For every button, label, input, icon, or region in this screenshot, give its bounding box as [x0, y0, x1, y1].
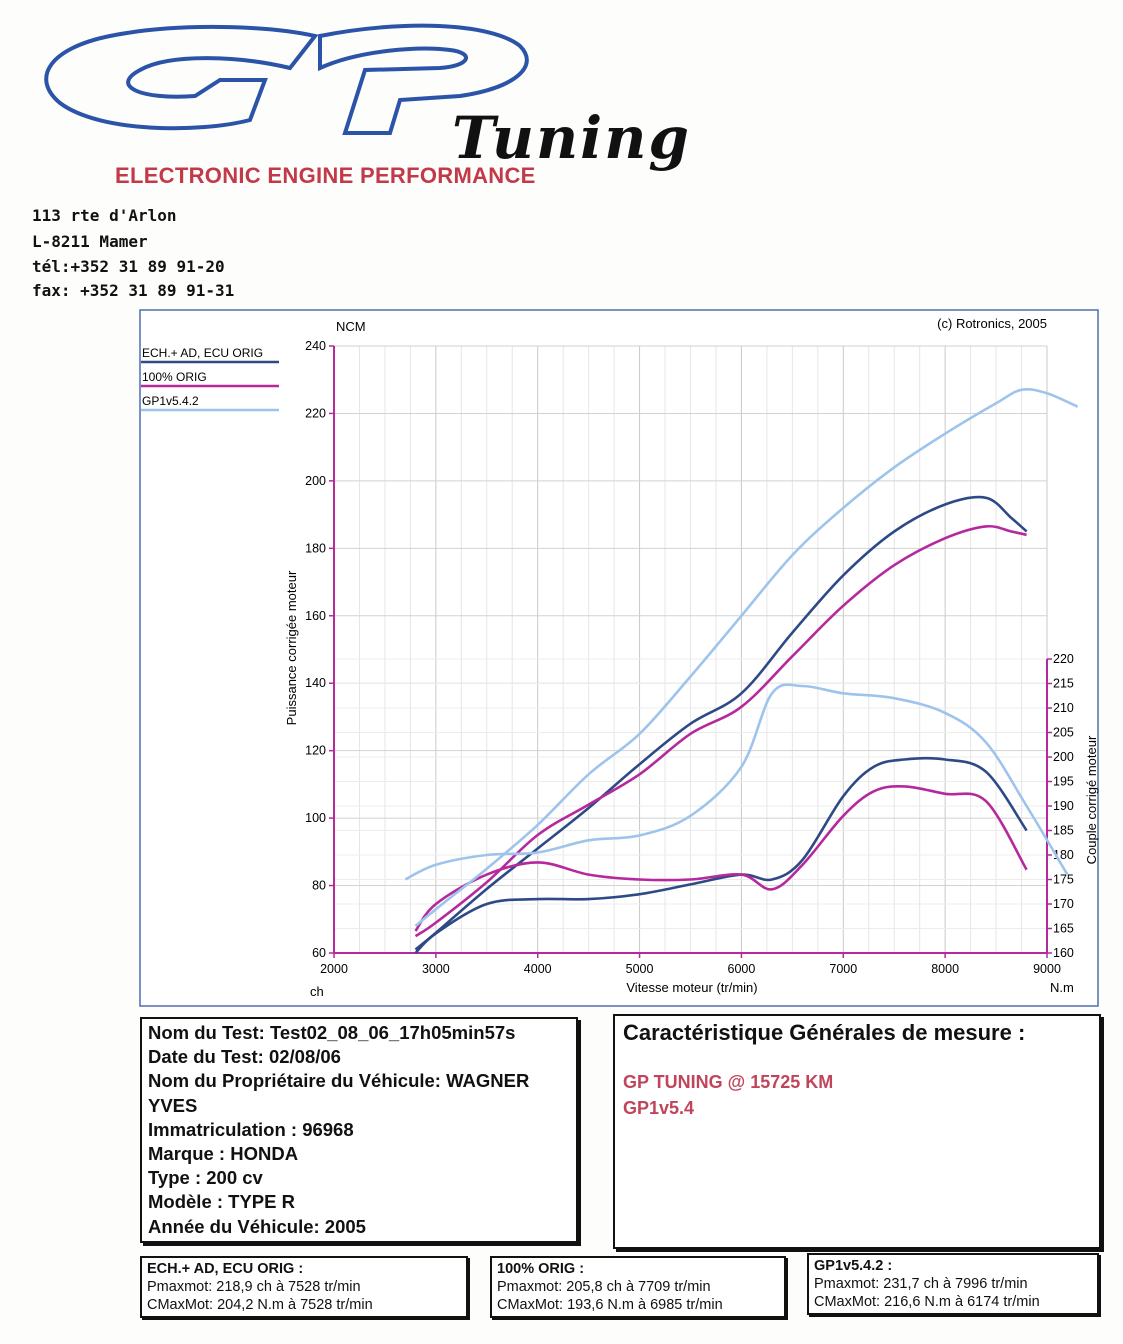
test-name: Nom du Test: Test02_08_06_17h05min57s: [148, 1022, 516, 1043]
y-tick-label-left: 100: [305, 811, 326, 825]
y-tick-label-right: 200: [1053, 750, 1074, 764]
general-line-1: GP TUNING @ 15725 KM: [623, 1072, 834, 1092]
result-torque: CMaxMot: 204,2 N.m à 7528 tr/min: [147, 1297, 373, 1313]
x-tick-label: 2000: [320, 962, 348, 976]
chart-series: [404, 387, 1079, 954]
torque-line-gp1v542: [404, 683, 1069, 881]
y-tick-label-right: 205: [1053, 726, 1074, 740]
y-tick-label-left: 120: [305, 744, 326, 758]
make: Marque : HONDA: [148, 1143, 299, 1165]
result-power: Pmaxmot: 218,9 ch à 7528 tr/min: [147, 1279, 361, 1295]
power-line-gp1v542: [414, 387, 1079, 928]
chart-grid: [333, 345, 1048, 954]
x-tick-label: 4000: [524, 962, 552, 976]
x-axis-label: Vitesse moteur (tr/min): [626, 980, 757, 995]
y-tick-label-right: 160: [1053, 946, 1074, 960]
result-box-ech: ECH.+ AD, ECU ORIG : Pmaxmot: 218,9 ch à…: [140, 1256, 468, 1318]
y-tick-label-left: 220: [305, 406, 326, 420]
y-tick-label-left: 240: [305, 339, 326, 353]
test-date: Date du Test: 02/08/06: [148, 1046, 341, 1068]
result-name: ECH.+ AD, ECU ORIG :: [147, 1261, 304, 1277]
owner-name-cont: YVES: [148, 1094, 198, 1116]
address-line: 113 rte d'Arlon: [32, 206, 177, 225]
chart-title: NCM: [336, 319, 366, 334]
left-unit: ch: [310, 984, 324, 999]
chart-copyright: (c) Rotronics, 2005: [937, 316, 1047, 331]
x-tick-label: 6000: [728, 962, 756, 976]
y-tick-label-right: 215: [1053, 677, 1074, 691]
x-tick-label: 3000: [422, 962, 450, 976]
test-info-box: Nom du Test: Test02_08_06_17h05min57s Da…: [140, 1017, 578, 1243]
y-axis-label-left: Puissance corrigée moteur: [284, 570, 299, 725]
y-tick-label-left: 80: [312, 879, 326, 893]
address-line: L-8211 Mamer: [32, 232, 148, 251]
owner-name: Nom du Propriétaire du Véhicule: WAGNER: [148, 1070, 530, 1092]
chart-legend: ECH.+ AD, ECU ORIG 100% ORIG GP1v5.4.2: [141, 346, 279, 412]
gp-tuning-logo: Tuning: [44, 23, 691, 172]
y-tick-label-left: 200: [305, 474, 326, 488]
general-characteristics-box: Caractéristique Générales de mesure : GP…: [613, 1014, 1101, 1249]
y-tick-label-left: 140: [305, 676, 326, 690]
y-tick-label-right: 195: [1053, 775, 1074, 789]
result-name: 100% ORIG :: [497, 1261, 585, 1277]
x-tick-label: 7000: [829, 962, 857, 976]
y-tick-label-right: 190: [1053, 799, 1074, 813]
gp-logo-mark: [44, 23, 529, 135]
y-tick-label-right: 210: [1053, 701, 1074, 715]
y-tick-label-left: 60: [312, 946, 326, 960]
result-box-gp: GP1v5.4.2 : Pmaxmot: 231,7 ch à 7996 tr/…: [807, 1253, 1099, 1315]
legend-label: ECH.+ AD, ECU ORIG: [142, 346, 263, 360]
x-tick-label: 9000: [1033, 962, 1061, 976]
vehicle-type: Type : 200 cv: [148, 1167, 263, 1189]
chart-frame: [139, 309, 1099, 1007]
y-tick-label-right: 170: [1053, 897, 1074, 911]
legend-label: 100% ORIG: [142, 370, 207, 384]
y-tick-label-left: 160: [305, 609, 326, 623]
result-power: Pmaxmot: 231,7 ch à 7996 tr/min: [814, 1276, 1028, 1292]
result-name: GP1v5.4.2 :: [814, 1258, 893, 1274]
fax-line: fax: +352 31 89 91-31: [32, 281, 235, 300]
y-tick-label-right: 185: [1053, 824, 1074, 838]
y-tick-label-right: 165: [1053, 922, 1074, 936]
y-tick-label-right: 175: [1053, 873, 1074, 887]
result-torque: CMaxMot: 193,6 N.m à 6985 tr/min: [497, 1297, 723, 1313]
phone-line: tél:+352 31 89 91-20: [32, 257, 225, 276]
model: Modèle : TYPE R: [148, 1191, 295, 1213]
general-title: Caractéristique Générales de mesure :: [623, 1020, 1026, 1045]
x-tick-label: 5000: [626, 962, 654, 976]
result-box-orig: 100% ORIG : Pmaxmot: 205,8 ch à 7709 tr/…: [490, 1256, 786, 1318]
general-line-2: GP1v5.4: [623, 1098, 695, 1118]
vehicle-year: Année du Véhicule: 2005: [148, 1215, 366, 1237]
tagline: ELECTRONIC ENGINE PERFORMANCE: [115, 163, 536, 188]
right-unit: N.m: [1050, 980, 1074, 995]
registration: Immatriculation : 96968: [148, 1118, 354, 1140]
y-tick-label-left: 180: [305, 541, 326, 555]
torque-line-100-orig: [414, 784, 1028, 932]
result-torque: CMaxMot: 216,6 N.m à 6174 tr/min: [814, 1294, 1040, 1310]
legend-label: GP1v5.4.2: [142, 394, 199, 408]
dyno-chart: 60 80 100 120 140 160 180 200 220 240 160 165 170 175…: [139, 309, 1099, 1007]
torque-line-ech-ad-ecu-orig: [414, 756, 1028, 954]
logo-word: Tuning: [452, 104, 691, 172]
y-axis-label-right: Couple corrigé moteur: [1084, 735, 1099, 864]
y-tick-label-right: 220: [1053, 652, 1074, 666]
power-line-ech-ad-ecu-orig: [414, 495, 1028, 951]
result-power: Pmaxmot: 205,8 ch à 7709 tr/min: [497, 1279, 711, 1295]
chart-ticks: 60 80 100 120 140 160 180 200 220 240 160 165 170 175…: [305, 339, 1074, 976]
x-tick-label: 8000: [931, 962, 959, 976]
